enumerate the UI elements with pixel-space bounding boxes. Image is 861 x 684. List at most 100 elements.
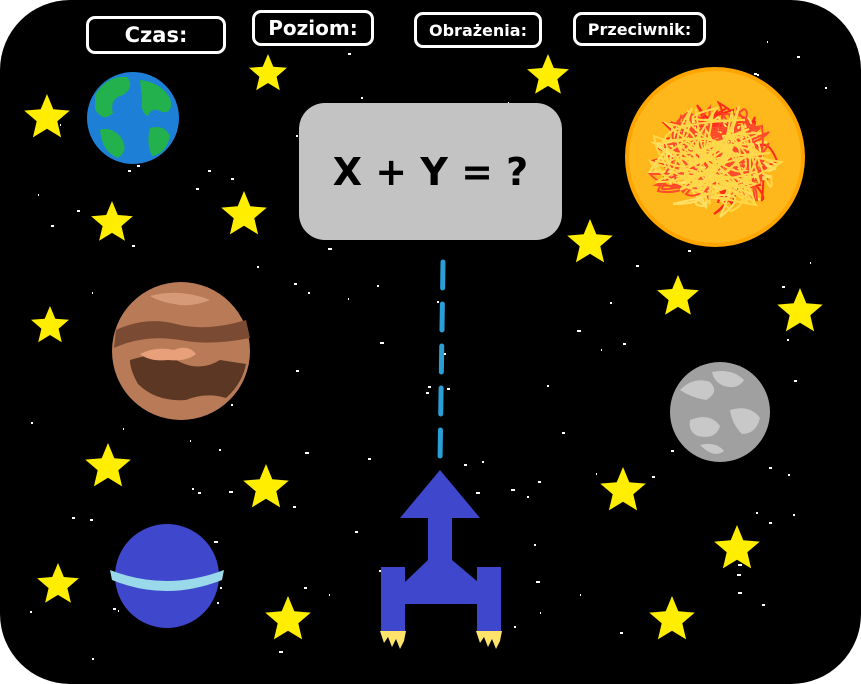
dust-dot	[577, 330, 581, 332]
moon[interactable]	[670, 362, 770, 462]
dust-dot	[60, 124, 61, 126]
star-icon	[777, 288, 823, 332]
dust-dot	[514, 626, 516, 628]
dust-dot	[229, 491, 233, 493]
neptune-planet[interactable]	[110, 524, 224, 628]
dust-dot	[610, 302, 612, 304]
dust-dot	[296, 370, 299, 372]
dust-dot	[294, 283, 297, 285]
dust-dot	[113, 608, 116, 610]
dust-dot	[623, 343, 626, 345]
dust-dot	[118, 610, 119, 612]
dust-dot	[536, 581, 540, 583]
dust-dot	[72, 517, 75, 519]
dust-dot	[562, 432, 565, 434]
dust-dot	[671, 450, 674, 452]
dust-dot	[534, 544, 536, 546]
laser-beam	[437, 259, 446, 465]
dust-dot	[231, 178, 234, 180]
dust-dot	[794, 380, 797, 382]
opponent-label: Przeciwnik:	[573, 12, 706, 46]
dust-dot	[348, 298, 349, 300]
star-icon	[37, 563, 79, 603]
star-icon	[24, 94, 70, 138]
dust-dot	[793, 514, 795, 516]
dust-dot	[217, 602, 219, 604]
star-icon	[243, 464, 289, 508]
dust-dot	[688, 250, 691, 252]
dust-dot	[738, 564, 742, 566]
dust-dot	[754, 73, 757, 75]
sun[interactable]	[625, 67, 805, 247]
dust-dot	[377, 285, 379, 287]
dust-dot	[293, 506, 296, 508]
dust-dot	[92, 658, 94, 660]
star-icon	[265, 596, 311, 640]
dust-dot	[192, 488, 194, 490]
dust-dot	[757, 74, 759, 76]
star-icon	[31, 306, 69, 343]
dust-dot	[788, 474, 790, 476]
dust-dot	[77, 210, 80, 212]
dust-dot	[447, 388, 450, 390]
dust-dot	[437, 301, 439, 303]
dust-dot	[31, 422, 33, 424]
dust-dot	[762, 604, 765, 606]
dust-dot	[90, 519, 93, 521]
dust-dot	[123, 428, 124, 430]
dust-dot	[464, 464, 467, 466]
dust-dot	[636, 265, 639, 267]
dust-dot	[355, 531, 358, 533]
dust-dot	[787, 339, 789, 341]
dust-dot	[738, 592, 742, 594]
dust-dot	[767, 41, 768, 43]
dust-dot	[825, 87, 827, 89]
question-text: X + Y = ?	[332, 149, 529, 194]
dust-dot	[737, 574, 741, 576]
dust-dot	[257, 266, 259, 268]
dust-dot	[38, 194, 39, 196]
star-icon	[657, 275, 699, 315]
dust-dot	[596, 473, 597, 475]
star-icon	[567, 219, 613, 263]
dust-dot	[511, 489, 515, 491]
dust-dot	[769, 522, 772, 524]
damage-label: Obrażenia:	[414, 12, 542, 48]
dust-dot	[782, 286, 785, 288]
dust-dot	[328, 248, 332, 250]
dust-dot	[601, 349, 602, 351]
dust-dot	[540, 612, 541, 614]
dust-dot	[580, 594, 581, 596]
star-icon	[85, 443, 131, 487]
dust-dot	[652, 476, 655, 478]
dust-dot	[769, 467, 772, 469]
time-label: Czas:	[86, 16, 226, 54]
earth-planet[interactable]	[87, 72, 179, 164]
dust-dot	[482, 461, 484, 463]
star-icon	[649, 596, 695, 640]
dust-dot	[308, 292, 310, 294]
player-spaceship[interactable]	[380, 470, 502, 649]
dust-dot	[296, 135, 298, 137]
dust-dot	[128, 170, 131, 172]
dust-dot	[132, 245, 135, 247]
dust-dot	[231, 404, 233, 406]
star-icon	[221, 191, 267, 235]
dust-dot	[305, 452, 309, 454]
dust-dot	[620, 632, 623, 634]
dust-dot	[208, 170, 211, 172]
dust-dot	[547, 385, 549, 387]
dust-dot	[810, 262, 811, 264]
dust-dot	[361, 97, 363, 99]
dust-dot	[329, 594, 330, 596]
dust-dot	[51, 225, 54, 227]
dust-dot	[30, 611, 32, 613]
dust-dot	[476, 492, 480, 494]
dust-dot	[797, 56, 800, 58]
mars-planet[interactable]	[112, 282, 250, 420]
left-thruster-flame	[380, 631, 406, 649]
dust-dot	[196, 188, 199, 190]
dust-dot	[368, 458, 371, 460]
dust-dot	[348, 53, 351, 55]
